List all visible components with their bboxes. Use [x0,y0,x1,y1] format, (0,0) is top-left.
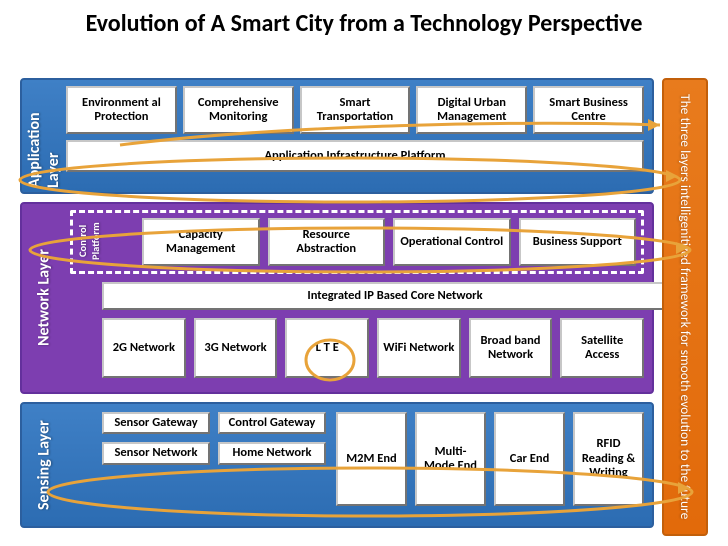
net-cell-lte: L T E [285,318,369,378]
page-title: Evolution of A Smart City from a Technol… [0,0,728,47]
sensing-left-grid: Sensor Gateway Sensor Network Control Ga… [102,412,326,465]
sensing-layer-label: Sensing Layer [22,404,66,526]
network-control-row: Capacity Management Resource Abstraction… [142,218,636,266]
net-cell-resource: Resource Abstraction [268,218,386,266]
side-panel-text: The three layers intelligenitized framew… [677,86,693,527]
network-layer-label: Network Layer [22,204,66,392]
net-cell-3g: 3G Network [194,318,278,378]
sense-cell-sensor-gw: Sensor Gateway [102,412,210,434]
side-panel: The three layers intelligenitized framew… [662,78,708,536]
net-cell-opcontrol: Operational Control [393,218,511,266]
diagram: Application Layer Environment al Protect… [20,78,708,536]
net-core-network: Integrated IP Based Core Network [102,282,688,310]
sense-cell-home-net: Home Network [218,442,326,464]
net-cell-bizsupport: Business Support [519,218,637,266]
app-cell-env: Environment al Protection [66,86,177,134]
app-cell-trans: Smart Transportation [300,86,411,134]
network-layer: Network Layer Control Platform Capacity … [20,202,654,394]
application-layer: Application Layer Environment al Protect… [20,78,654,194]
net-cell-2g: 2G Network [102,318,186,378]
sense-cell-control-gw: Control Gateway [218,412,326,434]
net-cell-bband: Broad band Network [469,318,553,378]
sense-cell-rfid: RFID Reading & Writing [573,412,644,506]
control-platform-label: Control Platform [72,212,106,270]
app-cell-urban: Digital Urban Management [416,86,527,134]
sense-cell-multi: Multi-Mode End [415,412,486,506]
app-cell-biz: Smart Business Centre [533,86,644,134]
layers-column: Application Layer Environment al Protect… [20,78,654,536]
network-access-row: 2G Network 3G Network L T E WiFi Network… [102,318,644,378]
net-cell-capacity: Capacity Management [142,218,260,266]
sensing-right-row: M2M End Multi-Mode End Car End RFID Read… [336,412,644,506]
app-cell-comp: Comprehensive Monitoring [183,86,294,134]
sense-cell-m2m: M2M End [336,412,407,506]
app-infra-platform: Application Infrastructure Platform [66,140,644,172]
sense-cell-car: Car End [494,412,565,506]
sense-cell-sensor-net: Sensor Network [102,442,210,464]
net-cell-sat: Satellite Access [560,318,644,378]
application-row: Environment al Protection Comprehensive … [66,86,644,134]
sensing-layer: Sensing Layer Sensor Gateway Sensor Netw… [20,402,654,528]
application-layer-label: Application Layer [22,80,66,192]
net-cell-wifi: WiFi Network [377,318,461,378]
